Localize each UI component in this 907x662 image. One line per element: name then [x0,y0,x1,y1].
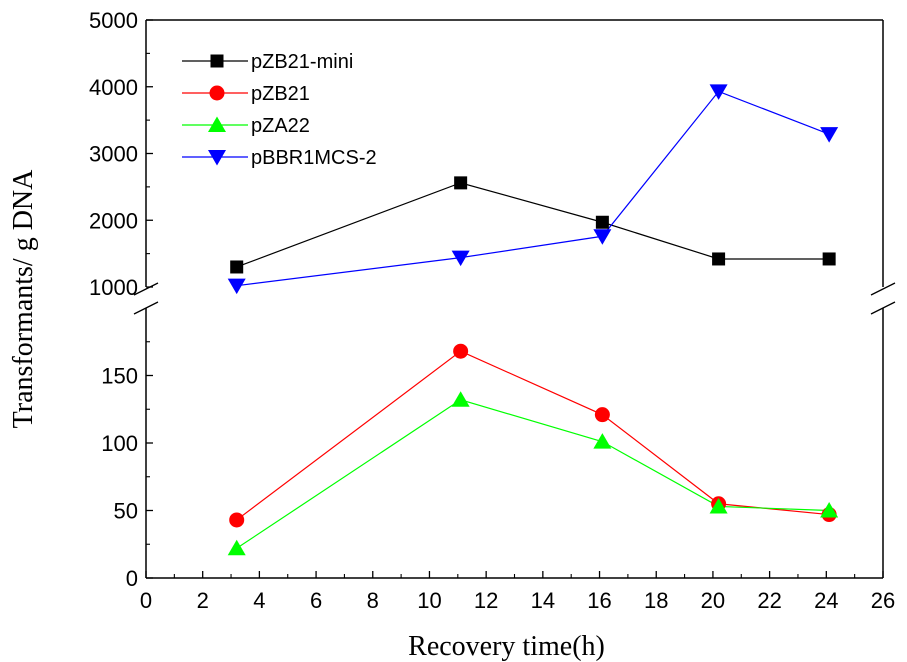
y-tick-label-lower: 150 [101,364,138,389]
x-tick-label: 16 [587,588,611,613]
legend-marker-pza22 [208,116,226,132]
x-tick-label: 24 [814,588,838,613]
axis-ticks: 0 2 4 6 8 10 12 14 16 18 20 22 24 2605010015010002000… [89,8,895,613]
data-point-pbbr1mcs-2 [593,229,612,245]
legend-marker-pzb21-mini [210,54,224,68]
x-tick-label: 18 [644,588,668,613]
y-tick-label-upper: 4000 [89,75,138,100]
data-point-pbbr1mcs-2 [820,127,839,143]
x-tick-label: 20 [701,588,725,613]
legend-label-pzb21-mini: pZB21-mini [251,51,353,73]
data-point-pza22 [593,433,612,449]
x-tick-label: 22 [757,588,781,613]
x-tick-label: 6 [310,588,322,613]
legend-marker-pbbr1mcs-2 [208,150,226,166]
series-line-pzb21 [236,350,830,521]
data-point-pza22 [227,539,246,556]
data-point-pbbr1mcs-2 [451,250,470,267]
legend-label-pbbr1mcs-2: pBBR1MCS-2 [251,147,377,169]
x-tick-label: 12 [474,588,498,613]
x-tick-label: 14 [531,588,555,613]
data-point-pzb21 [229,512,245,528]
x-tick-label: 4 [253,588,265,613]
data-point-pzb21-mini [712,252,726,266]
legend-marker-pzb21 [209,85,225,101]
data-point-pbbr1mcs-2 [227,278,246,295]
data-point-pzb21-mini [822,252,836,266]
axis-break-mark-right-bottom [870,301,896,315]
data-point-pzb21-mini [454,176,468,190]
x-tick-label: 2 [197,588,209,613]
data-point-pzb21 [453,343,469,359]
y-tick-label-upper: 1000 [89,275,138,300]
x-tick-label: 0 [140,588,152,613]
series-line-pzb21-mini [236,182,830,268]
data-point-pza22 [709,497,728,514]
y-tick-label-lower: 100 [101,431,138,456]
axis-break-marks [133,282,896,315]
data-point-pzb21-mini [230,260,244,274]
axis-break-mark-left-bottom [133,301,159,315]
series-line-pbbr1mcs-2 [236,90,830,287]
x-tick-label: 26 [871,588,895,613]
data-point-pzb21 [594,407,610,423]
y-tick-label-upper: 2000 [89,208,138,233]
x-tick-label: 10 [417,588,441,613]
legend: pZB21-mini pZB21 pZA22 pBBR1MCS-2 [182,51,377,169]
y-tick-label-upper: 5000 [89,8,138,33]
series-markers [227,84,839,556]
y-tick-label-lower: 0 [126,566,138,591]
legend-label-pzb21: pZB21 [251,83,310,105]
axis-break-mark-right-top [870,282,896,296]
y-axis-title: Transformants/ g DNA [8,169,39,429]
x-axis-title: Recovery time(h) [408,631,605,662]
series-line-pza22 [236,399,830,549]
axis-break-mark-left-top [133,282,159,296]
data-point-pzb21-mini [595,215,609,229]
data-point-pza22 [820,502,839,518]
legend-label-pza22: pZA22 [251,115,310,137]
y-tick-label-upper: 3000 [89,142,138,167]
data-point-pza22 [451,391,470,407]
y-tick-label-lower: 50 [114,499,138,524]
data-point-pbbr1mcs-2 [709,84,728,100]
plot-frame [145,19,884,579]
x-tick-label: 8 [367,588,379,613]
